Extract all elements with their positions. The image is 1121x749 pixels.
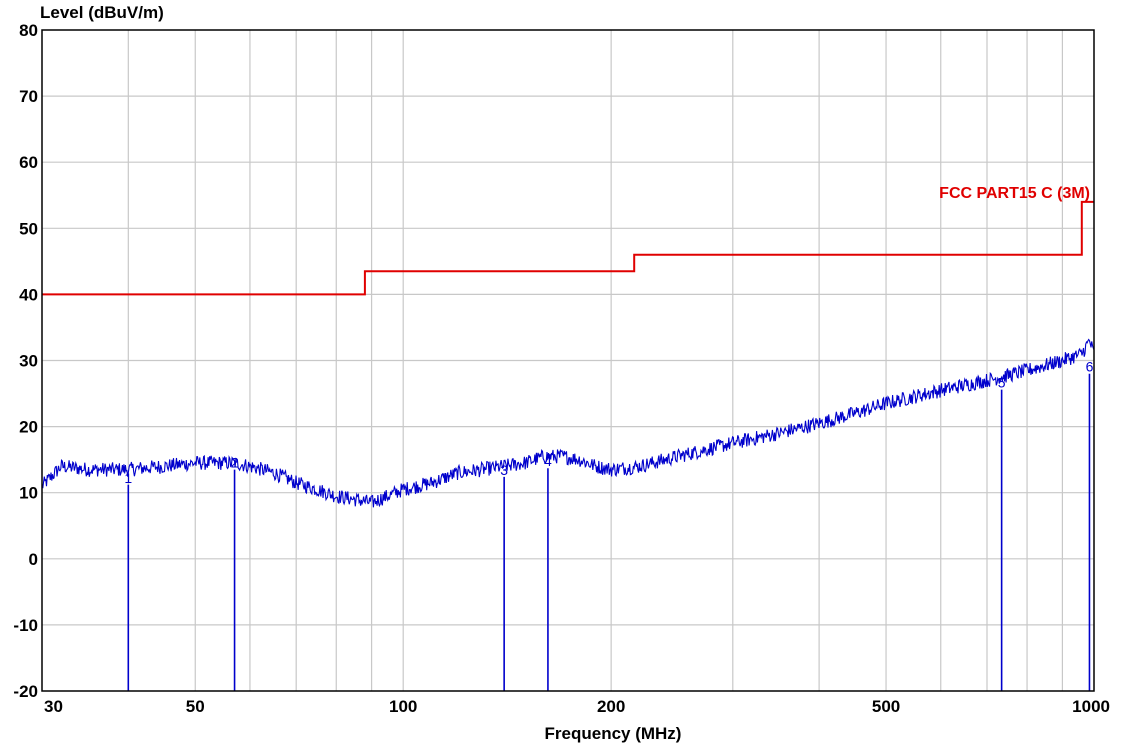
x-axis-title: Frequency (MHz) [545,724,682,743]
y-tick-label: 10 [19,484,38,503]
y-tick-label: 70 [19,87,38,106]
grid [42,30,1094,691]
x-tick-label: 100 [389,697,417,716]
x-tick-label: 500 [872,697,900,716]
limit-line-layer [42,200,1094,296]
x-tick-label: 50 [186,697,205,716]
x-tick-label: 1000 [1072,697,1110,716]
marker-label-6: 6 [1086,359,1094,375]
y-tick-label: -20 [13,682,38,701]
plot-frame [41,29,1095,692]
marker-label-1: 1 [124,470,132,486]
measurement-trace [41,338,1095,508]
y-tick-label: 60 [19,153,38,172]
y-tick-label: -10 [13,616,38,635]
limit-line-label: FCC PART15 C (3M) [939,185,1090,202]
x-tick-label: 30 [44,697,63,716]
tick-labels: -20 -10 0 10 20 30 40 50 60 70 80 30 50 100 200 500 1000 [13,21,1110,716]
x-tick-label: 200 [597,697,625,716]
y-tick-label: 50 [19,219,38,238]
marker-label-3: 3 [500,462,508,478]
marker-label-5: 5 [998,375,1006,391]
y-tick-label: 80 [19,21,38,40]
y-tick-label: 20 [19,418,38,437]
measurement-trace-layer [41,338,1095,508]
limit-line [42,200,1094,296]
y-axis-title: Level (dBuV/m) [40,3,164,22]
y-tick-label: 40 [19,285,38,304]
marker-layer: 1 2 3 4 5 6 [124,359,1094,691]
y-tick-label: 0 [29,550,38,569]
y-tick-label: 30 [19,352,38,371]
marker-label-4: 4 [544,453,552,469]
marker-label-2: 2 [231,455,239,471]
